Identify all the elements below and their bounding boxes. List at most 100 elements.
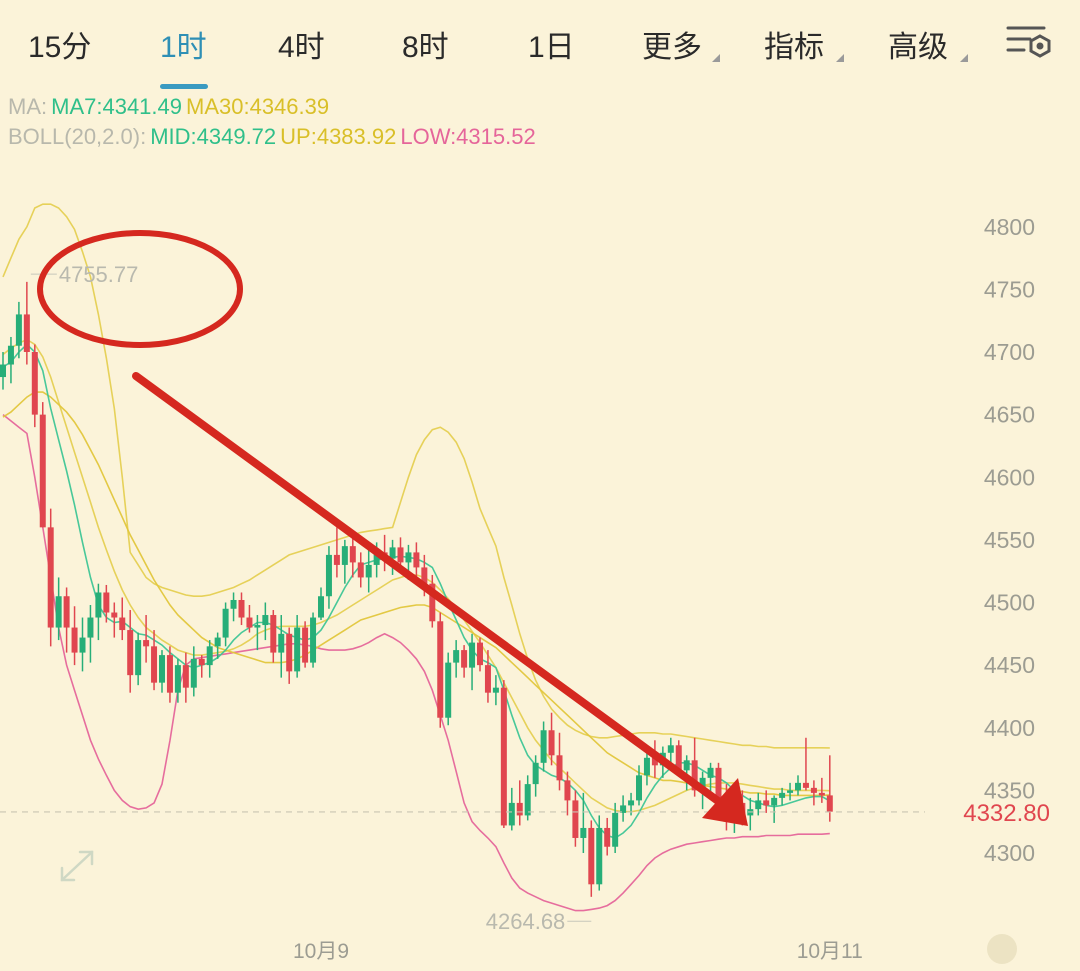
candle-body (119, 617, 126, 631)
candle-body (71, 627, 78, 653)
candle-body (643, 757, 650, 776)
y-tick-label: 4800 (984, 214, 1035, 240)
candle-body (548, 730, 555, 756)
candle-body (310, 617, 317, 663)
indicators-dropdown-caret-icon (836, 54, 844, 62)
candle-body (174, 665, 181, 693)
candle-body (198, 658, 205, 666)
candle-body (636, 775, 642, 801)
candle-body (39, 414, 46, 528)
candle-body (572, 800, 579, 838)
candle-body (159, 655, 165, 683)
candle-body (580, 827, 587, 838)
tab-more[interactable]: 更多 (642, 31, 702, 64)
candle-body (143, 640, 150, 647)
candle-body (325, 554, 332, 597)
candle-body (763, 800, 770, 806)
candles (0, 281, 833, 897)
candle-body (683, 760, 690, 771)
candle-body (55, 596, 62, 628)
candle-body (564, 780, 571, 801)
candle-body (182, 665, 189, 688)
candle-body (524, 784, 531, 816)
candle-body (63, 596, 70, 628)
ma7-value: MA7:4341.49 (51, 94, 182, 119)
y-tick-label: 4500 (984, 590, 1035, 616)
active-tab-indicator (160, 84, 208, 89)
candle-body (230, 599, 237, 609)
candle-body (707, 767, 714, 778)
candle-body (469, 642, 476, 668)
y-tick-label: 4550 (984, 527, 1035, 553)
boll-up-value: UP:4383.92 (280, 124, 397, 149)
candle-body (508, 802, 515, 826)
candle-body (294, 627, 301, 672)
candle-body (278, 633, 285, 653)
candle-body (357, 562, 364, 578)
candle-body (787, 790, 794, 793)
tab-15m[interactable]: 15分 (28, 31, 92, 64)
candle-body (47, 527, 54, 628)
candle-body (0, 364, 6, 378)
candle-body (699, 777, 706, 791)
candle-body (222, 608, 229, 638)
candle-body (771, 797, 778, 806)
candle-body (15, 314, 22, 346)
candle-body (23, 314, 30, 352)
annotation-arrow-head (702, 778, 748, 826)
candle-body (500, 687, 507, 826)
candle-body (405, 552, 412, 563)
boll-low-line (2, 413, 830, 912)
period-tabs: 15分 1时 4时 8时 1日 更多 指标 高级 (0, 0, 1080, 90)
watermark-logo-icon (987, 934, 1017, 964)
candle-body (437, 621, 444, 718)
candle-body (206, 646, 213, 666)
candle-body (779, 792, 786, 798)
candle-body (612, 812, 619, 847)
candle-body (365, 564, 372, 578)
candle-body (135, 640, 142, 676)
candle-body (802, 782, 809, 788)
expand-arrows-icon[interactable] (60, 850, 94, 882)
ma-legend-prefix: MA: (8, 94, 48, 119)
boll-mid-value: MID:4349.72 (150, 124, 277, 149)
candle-body (79, 637, 86, 653)
candle-body (373, 552, 380, 565)
candle-body (818, 792, 825, 796)
candle-body (755, 800, 762, 810)
candle-body (238, 599, 245, 618)
max-price-label: 4755.77 (59, 262, 139, 287)
candle-body (691, 760, 698, 791)
last-price-label: 4332.80 (963, 800, 1050, 827)
candle-body (604, 827, 611, 847)
min-price-label: 4264.68 (486, 909, 566, 934)
candle-body (87, 617, 94, 638)
tab-indicators[interactable]: 指标 (764, 31, 824, 64)
y-tick-label: 4350 (984, 777, 1035, 803)
candle-body (31, 352, 38, 415)
y-tick-label: 4450 (984, 652, 1035, 678)
boll-legend-prefix: BOLL(20,2.0): (8, 124, 147, 149)
candle-body (810, 787, 817, 793)
tab-advanced[interactable]: 高级 (888, 31, 948, 64)
y-axis: 4300 4350 4400 4450 4500 4550 4600 4650 4700 4750… (293, 214, 1035, 963)
ma30-value: MA30:4346.39 (186, 94, 330, 119)
candle-body (596, 827, 603, 885)
tab-8h[interactable]: 8时 (402, 31, 449, 64)
candle-body (484, 665, 491, 693)
candle-body (262, 615, 269, 626)
candle-body (628, 800, 635, 806)
candle-body (826, 795, 833, 812)
tab-4h[interactable]: 4时 (278, 31, 325, 64)
chart-settings-icon[interactable] (1004, 22, 1054, 62)
candle-body (397, 547, 404, 563)
candle-body (389, 547, 396, 559)
y-tick-label: 4300 (984, 840, 1035, 866)
candle-body (341, 546, 348, 565)
candle-body (302, 627, 309, 663)
tab-1h[interactable]: 1时 (160, 31, 207, 64)
more-dropdown-caret-icon (712, 54, 720, 62)
candle-body (246, 617, 253, 628)
tab-1d[interactable]: 1日 (528, 31, 575, 64)
